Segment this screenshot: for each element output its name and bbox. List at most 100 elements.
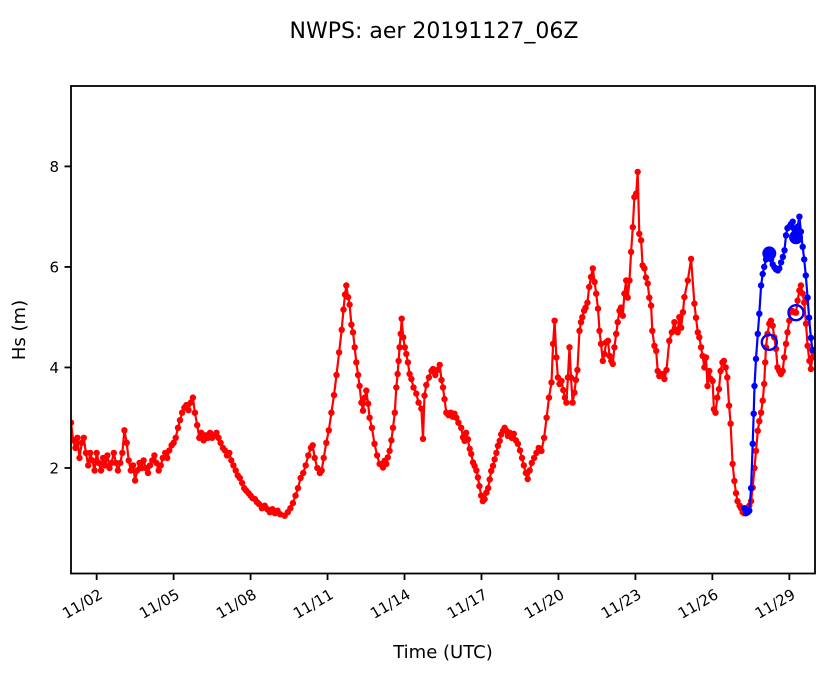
red-observed-hs-point: [294, 484, 302, 492]
blue-model-forecast-hs-point: [746, 507, 753, 514]
red-observed-hs-point: [558, 377, 565, 385]
red-observed-hs-point: [792, 309, 800, 316]
red-observed-hs-point: [415, 399, 422, 406]
red-observed-hs-point: [346, 301, 353, 308]
red-observed-hs-point: [318, 467, 325, 474]
red-observed-hs-point: [510, 430, 517, 437]
red-observed-hs-point: [494, 442, 502, 449]
red-observed-hs-point: [320, 454, 327, 462]
red-observed-hs-point: [769, 322, 776, 329]
red-observed-hs-point: [629, 224, 636, 231]
red-observed-hs-point: [566, 344, 573, 351]
red-observed-hs-point: [567, 374, 575, 381]
red-observed-hs-point: [453, 414, 460, 421]
red-observed-hs-point: [516, 447, 524, 454]
series-layer: [71, 168, 815, 519]
blue-model-forecast-hs-point: [757, 282, 765, 289]
red-observed-hs-point: [78, 439, 86, 446]
red-observed-hs-point: [302, 462, 309, 469]
red-observed-hs-point: [349, 329, 357, 336]
red-observed-hs-point: [74, 434, 81, 441]
red-observed-hs-point: [228, 457, 235, 464]
red-observed-hs-point: [325, 427, 332, 434]
red-observed-hs-point: [359, 407, 367, 414]
red-observed-hs-point: [538, 447, 545, 455]
red-observed-hs-point: [596, 327, 603, 334]
red-observed-hs-point: [587, 273, 595, 281]
y-tick-label: 4: [49, 359, 59, 377]
red-observed-hs-point: [697, 344, 705, 351]
red-observed-hs-point: [549, 340, 557, 347]
red-observed-hs-point: [464, 436, 472, 443]
red-observed-hs-point: [794, 297, 801, 304]
red-observed-hs-point: [754, 427, 761, 434]
red-observed-hs-point: [226, 449, 233, 457]
red-observed-hs-point: [85, 462, 92, 469]
red-observed-hs-point: [410, 384, 417, 391]
red-observed-hs-point: [799, 290, 806, 297]
red-observed-hs: [71, 168, 815, 519]
red-observed-hs-point: [178, 409, 186, 416]
red-observed-hs-point: [696, 334, 703, 341]
red-observed-hs-point: [584, 299, 591, 306]
red-observed-hs-point: [528, 459, 535, 467]
red-observed-hs-point: [653, 347, 660, 355]
red-observed-hs-point: [757, 409, 765, 416]
blue-model-forecast-hs-point: [801, 256, 808, 263]
red-observed-hs-point: [155, 467, 162, 474]
red-observed-hs-point: [455, 419, 462, 426]
red-observed-hs-point: [729, 460, 736, 468]
red-observed-hs-point: [400, 334, 407, 341]
red-observed-hs-point: [481, 495, 488, 503]
red-observed-hs-point: [641, 265, 648, 272]
red-observed-hs-point: [488, 467, 495, 475]
red-observed-hs-point: [383, 460, 390, 468]
red-observed-hs-point: [97, 467, 105, 474]
red-observed-hs-point: [474, 474, 482, 481]
red-observed-hs-point: [679, 309, 687, 316]
red-observed-hs-point: [146, 462, 154, 469]
red-observed-hs-point: [323, 439, 330, 446]
red-observed-hs-point: [694, 329, 701, 336]
red-observed-hs-point: [593, 290, 600, 297]
red-observed-hs-point: [520, 462, 527, 469]
red-observed-hs-point: [386, 447, 393, 455]
red-observed-hs-point: [425, 374, 433, 381]
red-observed-hs-point: [351, 344, 358, 351]
x-tick-label: 11/20: [521, 585, 567, 622]
red-observed-hs-point: [289, 499, 297, 507]
red-observed-hs-point: [170, 439, 177, 446]
red-observed-hs-point: [391, 409, 398, 416]
blue-model-forecast-hs-point: [761, 263, 768, 271]
red-observed-hs-point: [586, 283, 593, 291]
y-tick-label: 6: [49, 258, 59, 276]
blue-model-forecast-hs-point: [751, 382, 758, 390]
blue-model-forecast-hs-point: [809, 346, 815, 354]
red-observed-hs-point: [797, 282, 805, 289]
red-observed-hs-point: [76, 454, 83, 462]
red-observed-hs-point: [518, 454, 526, 462]
red-observed-hs-point: [384, 454, 391, 461]
red-observed-hs-point: [561, 394, 569, 401]
red-observed-hs-point: [574, 366, 581, 374]
red-observed-hs-point: [767, 317, 775, 324]
red-observed-hs-point: [530, 454, 538, 462]
red-observed-hs-point: [87, 449, 94, 457]
red-observed-hs-point: [462, 429, 470, 436]
open-circle-marker: [760, 333, 778, 351]
red-observed-hs-point: [353, 359, 360, 366]
red-observed-hs-point: [720, 357, 728, 365]
x-axis-label: Time (UTC): [392, 642, 493, 663]
red-observed-hs-point: [174, 424, 182, 431]
red-observed-hs-point: [187, 399, 194, 406]
red-observed-hs-point: [476, 482, 483, 490]
red-observed-hs-point: [421, 392, 428, 399]
red-observed-hs-point: [634, 168, 641, 176]
red-observed-hs-point: [784, 329, 791, 336]
red-observed-hs-point: [413, 390, 420, 397]
red-observed-hs-point: [125, 457, 132, 464]
red-observed-hs-point: [731, 477, 738, 485]
red-observed-hs-point: [338, 326, 345, 333]
red-observed-hs-point: [434, 366, 441, 374]
red-observed-hs-point: [514, 440, 522, 447]
